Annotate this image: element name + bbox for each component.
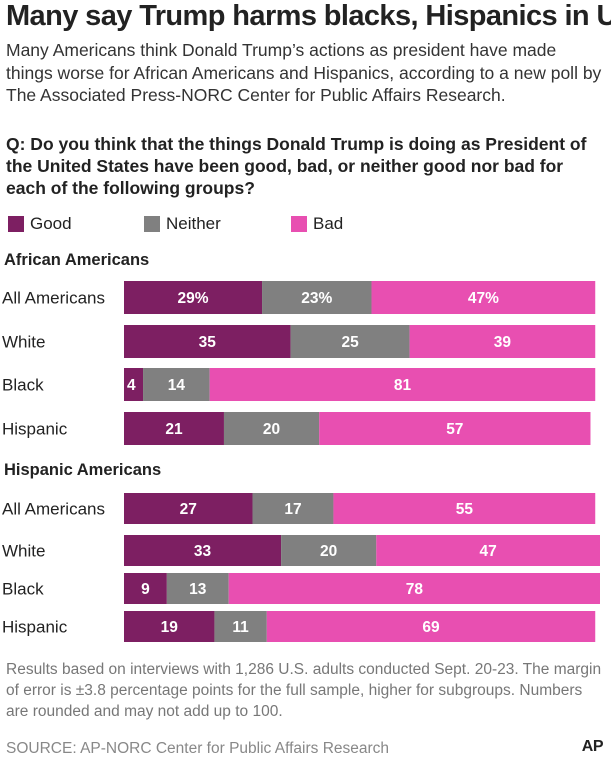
bar-segment-bad xyxy=(409,325,596,358)
source-note: SOURCE: AP-NORC Center for Public Affair… xyxy=(6,740,390,757)
bar-segment-bad xyxy=(228,573,600,604)
bar-segment-neither xyxy=(223,412,320,445)
group-hispanic-americans: Hispanic Americans All Americans 27 17 55 Whi… xyxy=(2,461,600,642)
legend-label-neither: Neither xyxy=(166,214,221,233)
row-label: All Americans xyxy=(2,500,105,519)
bar-segment-neither xyxy=(290,325,410,358)
bar-segment-bad xyxy=(319,412,591,445)
legend-item-bad: Bad xyxy=(291,214,343,234)
bar-row-african-americans-black: Black 4 14 81 xyxy=(2,368,596,401)
bar-segment-bad xyxy=(266,611,596,642)
bar-segment-neither xyxy=(281,535,377,566)
bar-value-good: 9 xyxy=(141,581,150,598)
footnote: Results based on interviews with 1,286 U… xyxy=(6,661,602,720)
bar-segment-neither xyxy=(252,493,334,524)
legend-label-good: Good xyxy=(30,214,72,233)
bar-value-neither: 20 xyxy=(263,421,280,438)
row-label: White xyxy=(2,333,45,352)
bar-segment-good xyxy=(124,573,167,604)
bar-value-neither: 13 xyxy=(189,581,207,598)
bar-value-bad: 55 xyxy=(456,501,474,518)
bar-value-good: 21 xyxy=(165,421,183,438)
legend-label-bad: Bad xyxy=(313,214,344,233)
bar-row-african-americans-white: White 35 25 39 xyxy=(2,325,596,358)
legend-item-good: Good xyxy=(8,214,72,234)
bar-value-bad: 78 xyxy=(406,581,424,598)
bar-row-hispanic-americans-black: Black 9 13 78 xyxy=(2,573,600,604)
bar-segment-bad xyxy=(376,535,600,566)
bar-value-neither: 14 xyxy=(168,377,186,394)
bar-value-neither: 25 xyxy=(341,334,359,351)
row-label: Hispanic xyxy=(2,618,68,637)
bar-value-bad: 69 xyxy=(422,619,440,636)
ap-logo: AP xyxy=(581,738,604,755)
bar-segment-good xyxy=(124,368,144,401)
survey-question: Q: Do you think that the things Donald T… xyxy=(6,134,587,198)
bar-segment-neither xyxy=(214,611,267,642)
bar-segment-good xyxy=(124,611,215,642)
bar-segment-good xyxy=(124,412,224,445)
row-label: Black xyxy=(2,376,44,395)
bar-segment-good xyxy=(124,493,253,524)
group-title-hispanic-americans: Hispanic Americans xyxy=(4,461,161,479)
chart-title: Many say Trump harms blacks, Hispanics i… xyxy=(6,0,611,32)
bar-value-good: 29% xyxy=(178,290,209,307)
bar-value-neither: 20 xyxy=(320,543,337,560)
bar-value-good: 4 xyxy=(127,377,136,394)
bar-segment-good xyxy=(124,325,291,358)
bar-value-good: 33 xyxy=(194,543,212,560)
row-label: White xyxy=(2,542,45,561)
bar-value-good: 27 xyxy=(180,501,197,518)
row-label: Black xyxy=(2,580,44,599)
bar-value-good: 35 xyxy=(199,334,217,351)
bar-row-african-americans-all-americans: All Americans 29% 23% 47% xyxy=(2,281,596,314)
bar-value-bad: 47 xyxy=(480,543,497,560)
bar-segment-good xyxy=(124,535,282,566)
bar-row-hispanic-americans-white: White 33 20 47 xyxy=(2,535,600,566)
legend-item-neither: Neither xyxy=(144,214,221,234)
row-label: Hispanic xyxy=(2,420,68,439)
bar-segment-bad xyxy=(333,493,596,524)
bar-segment-bad xyxy=(371,281,596,314)
bar-segment-neither xyxy=(143,368,210,401)
bar-value-bad: 81 xyxy=(394,377,412,394)
bar-value-neither: 11 xyxy=(232,619,249,636)
bar-row-african-americans-hispanic: Hispanic 21 20 57 xyxy=(2,412,591,445)
stacked-bar-chart: African Americans All Americans 29% 23% 47% W… xyxy=(2,251,600,642)
bar-segment-neither xyxy=(262,281,372,314)
bar-row-hispanic-americans-hispanic: Hispanic 19 11 69 xyxy=(2,611,596,642)
bar-segment-good xyxy=(124,281,263,314)
bar-value-neither: 23% xyxy=(301,290,332,307)
bar-segment-bad xyxy=(209,368,596,401)
chart-subtitle: Many Americans think Donald Trump’s acti… xyxy=(6,40,602,105)
bar-value-neither: 17 xyxy=(284,501,301,518)
group-title-african-americans: African Americans xyxy=(4,251,149,269)
legend-swatch-good xyxy=(8,216,24,232)
legend-swatch-neither xyxy=(144,216,160,232)
bar-value-bad: 39 xyxy=(494,334,512,351)
bar-row-hispanic-americans-all-americans: All Americans 27 17 55 xyxy=(2,493,596,524)
bar-value-good: 19 xyxy=(161,619,179,636)
bar-value-bad: 47% xyxy=(468,290,499,307)
bar-value-bad: 57 xyxy=(446,421,463,438)
bar-segment-neither xyxy=(166,573,229,604)
group-african-americans: African Americans All Americans 29% 23% 47% W… xyxy=(2,251,596,445)
legend-swatch-bad xyxy=(291,216,307,232)
row-label: All Americans xyxy=(2,289,105,308)
